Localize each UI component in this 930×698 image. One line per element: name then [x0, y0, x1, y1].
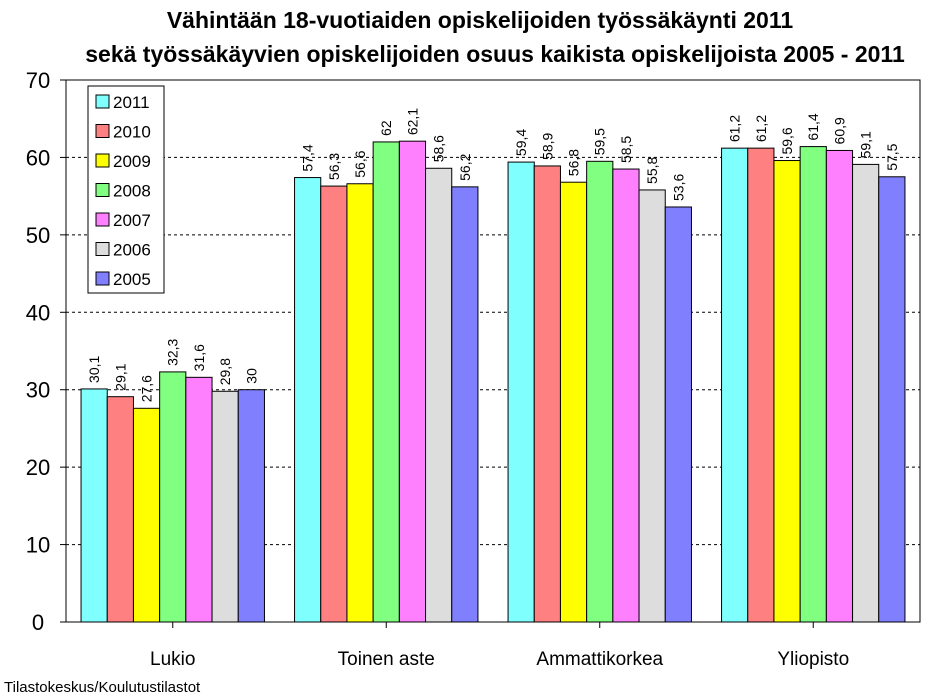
data-label: 57,5 [884, 143, 900, 170]
data-label: 32,3 [165, 338, 181, 365]
source-note: Tilastokeskus/Koulutustilastot [4, 679, 201, 696]
data-label: 58,6 [431, 135, 447, 162]
bar [372, 141, 400, 623]
x-category-label: Yliopisto [777, 649, 849, 670]
bar [211, 390, 239, 623]
y-tick-label: 30 [26, 378, 50, 403]
data-label: 30 [243, 368, 259, 384]
bar [878, 176, 906, 623]
legend-swatch [95, 153, 110, 168]
bar [852, 163, 880, 623]
legend: 2011 2010 2009 2008 2007 2006 2005 [87, 85, 165, 294]
bar [346, 183, 374, 623]
bar [825, 149, 854, 623]
bars [80, 140, 906, 623]
data-label: 62 [378, 120, 394, 136]
bar [106, 396, 134, 623]
data-label: 58,9 [539, 132, 555, 159]
y-tick-label: 10 [26, 533, 50, 558]
bar [398, 140, 427, 623]
x-category-label: Lukio [150, 649, 195, 670]
bar [80, 388, 108, 623]
bar [507, 161, 535, 623]
y-tick-label: 0 [32, 610, 44, 635]
legend-label: 2009 [113, 152, 151, 171]
chart-title-line-1: Vähintään 18-vuotiaiden opiskelijoiden t… [167, 7, 794, 33]
data-label: 56,3 [326, 153, 342, 180]
data-label: 30,1 [86, 355, 102, 382]
bar [586, 160, 614, 623]
data-label: 29,8 [217, 358, 233, 385]
legend-swatch [95, 271, 110, 286]
bar [747, 147, 775, 623]
data-label: 27,6 [139, 375, 155, 402]
bar [612, 168, 640, 623]
bar [451, 186, 479, 623]
bar [159, 371, 187, 623]
legend-swatch [95, 124, 110, 138]
data-label: 57,4 [300, 144, 316, 171]
data-label: 62,1 [404, 108, 420, 135]
legend-label: 2008 [113, 182, 151, 201]
y-tick-label: 20 [26, 455, 50, 480]
y-tick-label: 50 [26, 223, 50, 248]
data-labels: 30,1 29,1 27,6 32,3 31,6 29,8 30 57,4 56,3 56,6 62… [86, 108, 900, 403]
data-label: 61,2 [727, 115, 743, 142]
data-label: 59,4 [513, 129, 529, 156]
bar [237, 389, 265, 623]
bar [638, 189, 666, 623]
bar [559, 181, 588, 623]
bar [294, 177, 322, 623]
legend-label: 2007 [113, 211, 151, 230]
legend-label: 2005 [113, 270, 151, 289]
bar [721, 147, 749, 623]
bar [799, 146, 827, 623]
x-category-label: Ammattikorkea [536, 649, 663, 670]
data-label: 61,2 [753, 115, 769, 142]
y-tick-label: 70 [26, 68, 50, 93]
bar [773, 160, 801, 623]
legend-swatch [95, 242, 110, 256]
data-label: 56,6 [352, 150, 368, 177]
data-label: 59,6 [779, 127, 795, 154]
data-label: 56,8 [566, 149, 582, 176]
legend-swatch [95, 183, 110, 197]
legend-swatch [95, 212, 110, 227]
data-label: 59,1 [858, 131, 874, 158]
data-label: 53,6 [670, 174, 686, 201]
plot-frame [65, 79, 921, 623]
legend-label: 2006 [113, 241, 151, 260]
data-label: 55,8 [644, 156, 660, 183]
gridlines [66, 156, 920, 546]
x-category-label: Toinen aste [338, 649, 435, 670]
bar [185, 376, 213, 623]
bar [533, 165, 561, 623]
x-axis-categories: Lukio Toinen aste Ammattikorkea Yliopisto [150, 622, 849, 670]
bar [425, 167, 453, 623]
chart-title-line-2: sekä työssäkäyvien opiskelijoiden osuus … [85, 41, 905, 67]
axes [65, 79, 921, 623]
y-tick-label: 40 [26, 300, 50, 325]
data-label: 58,5 [618, 136, 634, 163]
data-label: 29,1 [112, 363, 128, 390]
legend-label: 2011 [113, 93, 150, 112]
legend-label: 2010 [113, 123, 151, 142]
data-label: 61,4 [805, 113, 821, 140]
bar [320, 185, 348, 623]
bar [132, 407, 161, 623]
y-axis-ticks: 0 10 20 30 40 50 60 70 [26, 68, 66, 635]
data-label: 31,6 [191, 344, 207, 371]
data-label: 56,2 [457, 153, 473, 180]
legend-swatch [95, 94, 110, 109]
y-tick-label: 60 [26, 145, 50, 170]
data-label: 59,5 [592, 128, 608, 155]
data-label: 60,9 [831, 117, 847, 144]
bar [664, 206, 692, 623]
